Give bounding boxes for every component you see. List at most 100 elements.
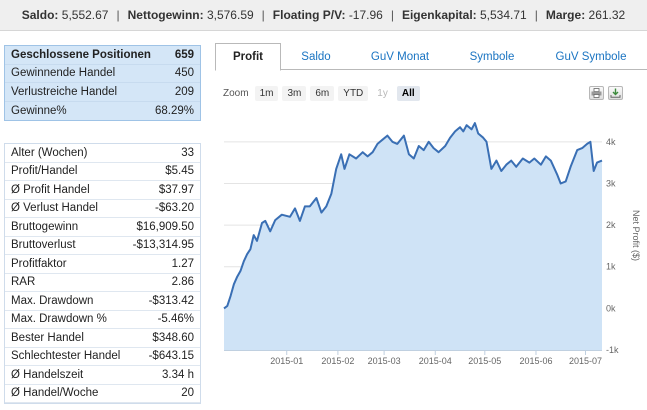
stat-label: Profit/Handel — [11, 165, 78, 178]
profit-area — [224, 123, 602, 350]
zoom-label: Zoom — [223, 87, 249, 99]
marge-label: Marge: — [545, 8, 586, 22]
stat-row: Ø Handel/Woche 20 — [5, 385, 200, 403]
stat-value: -$13,314.95 — [132, 239, 194, 252]
zoom-1y-button[interactable]: 1y — [377, 87, 388, 99]
chart-tabs: Profit Saldo GuV Monat Symbole GuV Symbo… — [215, 43, 647, 71]
stat-row: Schlechtester Handel -$643.15 — [5, 348, 200, 366]
netto-label: Nettogewinn: — [127, 8, 204, 22]
stat-value: 68.29% — [154, 104, 194, 117]
stat-value: 20 — [181, 387, 194, 400]
stat-value: -$313.42 — [148, 294, 194, 307]
stat-row: Bruttoverlust -$13,314.95 — [5, 237, 200, 255]
stat-value: $16,909.50 — [136, 220, 194, 233]
x-tick-label: 2015-06 — [519, 356, 552, 366]
eigenkapital-label: Eigenkapital: — [401, 8, 477, 22]
stat-row: Gewinnende Handel 450 — [5, 65, 200, 83]
stat-row: Ø Handelszeit 3.34 h — [5, 366, 200, 385]
stat-value: 209 — [174, 85, 194, 98]
stat-label: RAR — [11, 276, 36, 289]
zoom-6m-button[interactable]: 6m — [310, 85, 335, 101]
x-tick-label: 2015-01 — [270, 356, 303, 366]
account-summary-bar: Saldo: 5,552.67 | Nettogewinn: 3,576.59 … — [0, 0, 647, 31]
y-tick-label: 0k — [606, 303, 616, 313]
zoom-all-button[interactable]: All — [396, 85, 420, 101]
stat-label: Schlechtester Handel — [11, 350, 121, 363]
stat-value: 1.27 — [171, 257, 194, 270]
stat-label: Ø Handel/Woche — [11, 387, 99, 400]
stat-value: 450 — [174, 67, 194, 80]
stat-value: 2.86 — [171, 276, 194, 289]
stat-row: Bruttogewinn $16,909.50 — [5, 218, 200, 237]
zoom-1m-button[interactable]: 1m — [254, 85, 279, 101]
stat-row: Max. Drawdown -$313.42 — [5, 292, 200, 311]
tab-saldo[interactable]: Saldo — [301, 50, 331, 63]
trade-statistics-table: Alter (Wochen) 33 Profit/Handel $5.45 Ø Pr… — [4, 143, 201, 404]
stat-label: Bester Handel — [11, 331, 84, 344]
zoom-ytd-button[interactable]: YTD — [338, 85, 369, 101]
tab-symbole[interactable]: Symbole — [469, 50, 515, 63]
y-tick-label: 4k — [606, 137, 616, 147]
stat-value: -5.46% — [157, 313, 194, 326]
stat-row: Max. Drawdown % -5.46% — [5, 311, 200, 329]
stat-label: Max. Drawdown — [11, 294, 94, 307]
x-tick-label: 2015-05 — [468, 356, 501, 366]
stat-row: Bester Handel $348.60 — [5, 329, 200, 348]
download-icon[interactable] — [608, 86, 623, 100]
stat-label: Bruttogewinn — [11, 220, 79, 233]
stat-row: Ø Profit Handel $37.97 — [5, 181, 200, 200]
floating-value: -17.96 — [348, 8, 383, 22]
stat-label: Ø Handelszeit — [11, 368, 84, 381]
stat-row: Profitfaktor 1.27 — [5, 255, 200, 274]
x-tick-label: 2015-02 — [321, 356, 354, 366]
stat-label: Ø Verlust Handel — [11, 202, 98, 215]
saldo-value: 5,552.67 — [61, 8, 109, 22]
stat-value: 659 — [174, 48, 194, 61]
stat-row: Geschlossene Positionen 659 — [5, 46, 200, 65]
floating-label: Floating P/V: — [272, 8, 346, 22]
print-icon[interactable] — [589, 86, 604, 100]
stat-value: $37.97 — [158, 183, 194, 196]
y-tick-label: -1k — [606, 345, 619, 355]
stat-value: 3.34 h — [162, 368, 194, 381]
profit-chart: -1k 0k 1k 2k 3k 4k 2015-01 2015-02 2015-03 2015-0… — [215, 43, 647, 410]
y-tick-label: 1k — [606, 262, 616, 272]
stat-label: Gewinne% — [11, 104, 67, 117]
y-axis-title: Net Profit ($) — [631, 210, 641, 261]
stat-label: Ø Profit Handel — [11, 183, 90, 196]
stat-row: Alter (Wochen) 33 — [5, 144, 200, 163]
tab-guv-symbole[interactable]: GuV Symbole — [555, 50, 627, 63]
saldo-label: Saldo: — [21, 8, 59, 22]
marge-value: 261.32 — [588, 8, 626, 22]
stat-row: Gewinne% 68.29% — [5, 102, 200, 121]
zoom-3m-button[interactable]: 3m — [282, 85, 307, 101]
x-tick-label: 2015-03 — [368, 356, 401, 366]
x-tick-label: 2015-04 — [419, 356, 452, 366]
stat-label: Max. Drawdown % — [11, 313, 107, 326]
stat-value: 33 — [181, 146, 194, 159]
stat-value: -$63.20 — [154, 202, 194, 215]
stat-label: Gewinnende Handel — [11, 67, 116, 80]
netto-value: 3,576.59 — [206, 8, 254, 22]
tab-profit[interactable]: Profit — [215, 43, 281, 71]
stat-label: Alter (Wochen) — [11, 146, 88, 159]
stat-label: Verlustreiche Handel — [11, 85, 118, 98]
stat-label: Profitfaktor — [11, 257, 67, 270]
profit-chart-svg: -1k 0k 1k 2k 3k 4k 2015-01 2015-02 2015-03 2015-0… — [223, 121, 641, 366]
separator: | — [534, 8, 538, 22]
stat-row: Verlustreiche Handel 209 — [5, 83, 200, 102]
eigenkapital-value: 5,534.71 — [480, 8, 527, 22]
y-tick-label: 2k — [606, 220, 616, 230]
separator: | — [390, 8, 394, 22]
stat-label: Bruttoverlust — [11, 239, 76, 252]
separator: | — [261, 8, 265, 22]
zoom-toolbar: Zoom 1m 3m 6m YTD 1y All — [223, 85, 424, 101]
stat-value: $348.60 — [152, 331, 194, 344]
stat-row: Ø Verlust Handel -$63.20 — [5, 200, 200, 218]
stat-row: RAR 2.86 — [5, 274, 200, 292]
chart-panel: -1k 0k 1k 2k 3k 4k 2015-01 2015-02 2015-03 2015-0… — [215, 43, 647, 410]
tab-guv-monat[interactable]: GuV Monat — [370, 50, 430, 63]
x-tick-label: 2015-07 — [569, 356, 602, 366]
profit-line — [223, 122, 603, 310]
stat-value: $5.45 — [165, 165, 194, 178]
